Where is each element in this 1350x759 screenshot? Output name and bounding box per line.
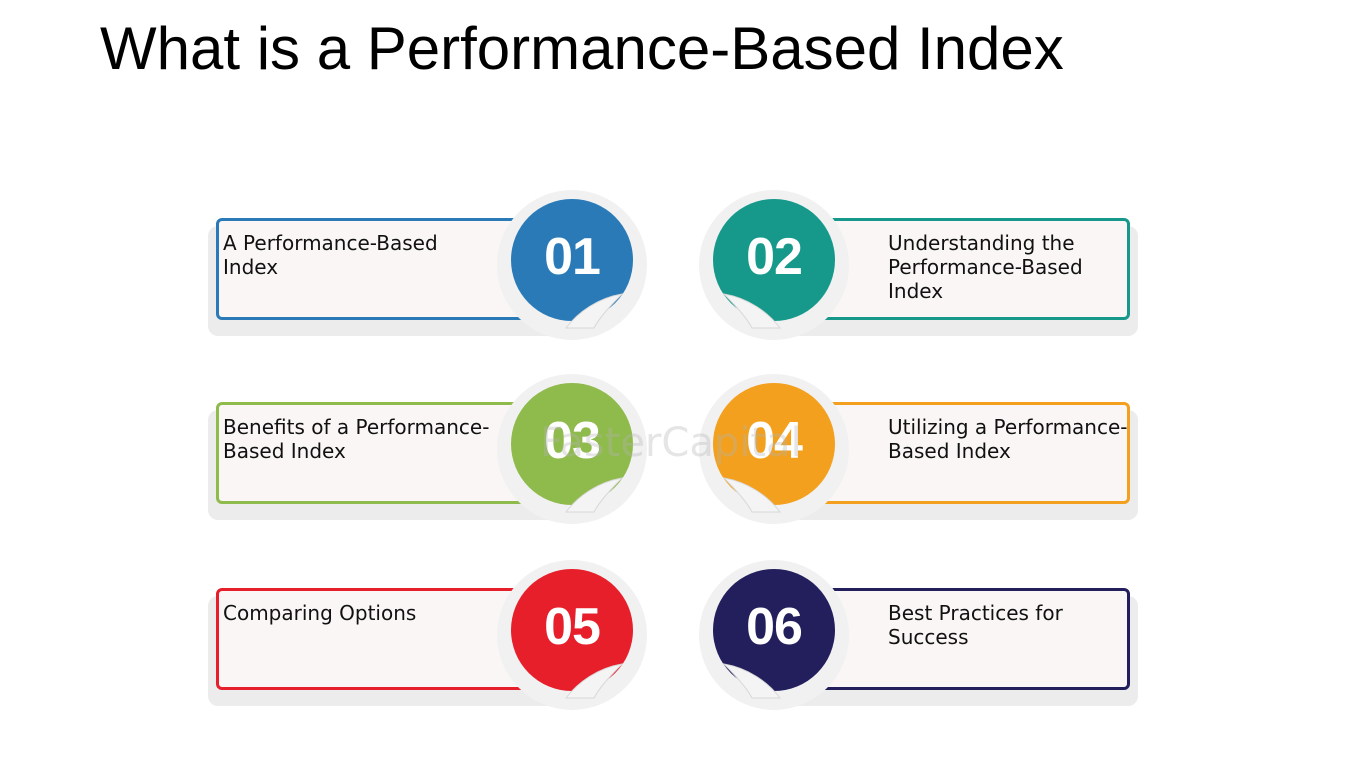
page-curl-icon: [722, 663, 782, 699]
page-curl-icon: [564, 293, 624, 329]
badge-number: 01: [544, 228, 601, 286]
item-label: Understanding the Performance-Based Inde…: [888, 231, 1083, 303]
page-curl-icon: [722, 477, 782, 513]
item-label: A Performance-Based Index: [223, 231, 438, 279]
item-label: Benefits of a Performance-Based Index: [223, 415, 490, 463]
badge-number: 06: [746, 598, 803, 656]
page-curl-icon: [564, 663, 624, 699]
item-label: Comparing Options: [223, 601, 417, 625]
badge-number: 04: [746, 412, 803, 470]
badge-number: 02: [746, 228, 803, 286]
item-label: Best Practices for Success: [888, 601, 1063, 649]
number-badge: 04: [713, 383, 835, 505]
item-label: Utilizing a Performance-Based Index: [888, 415, 1128, 463]
badge-number: 05: [544, 598, 601, 656]
badge-number: 03: [544, 412, 601, 470]
page-curl-icon: [722, 293, 782, 329]
page-title: What is a Performance-Based Index: [100, 15, 1064, 82]
page-curl-icon: [564, 477, 624, 513]
